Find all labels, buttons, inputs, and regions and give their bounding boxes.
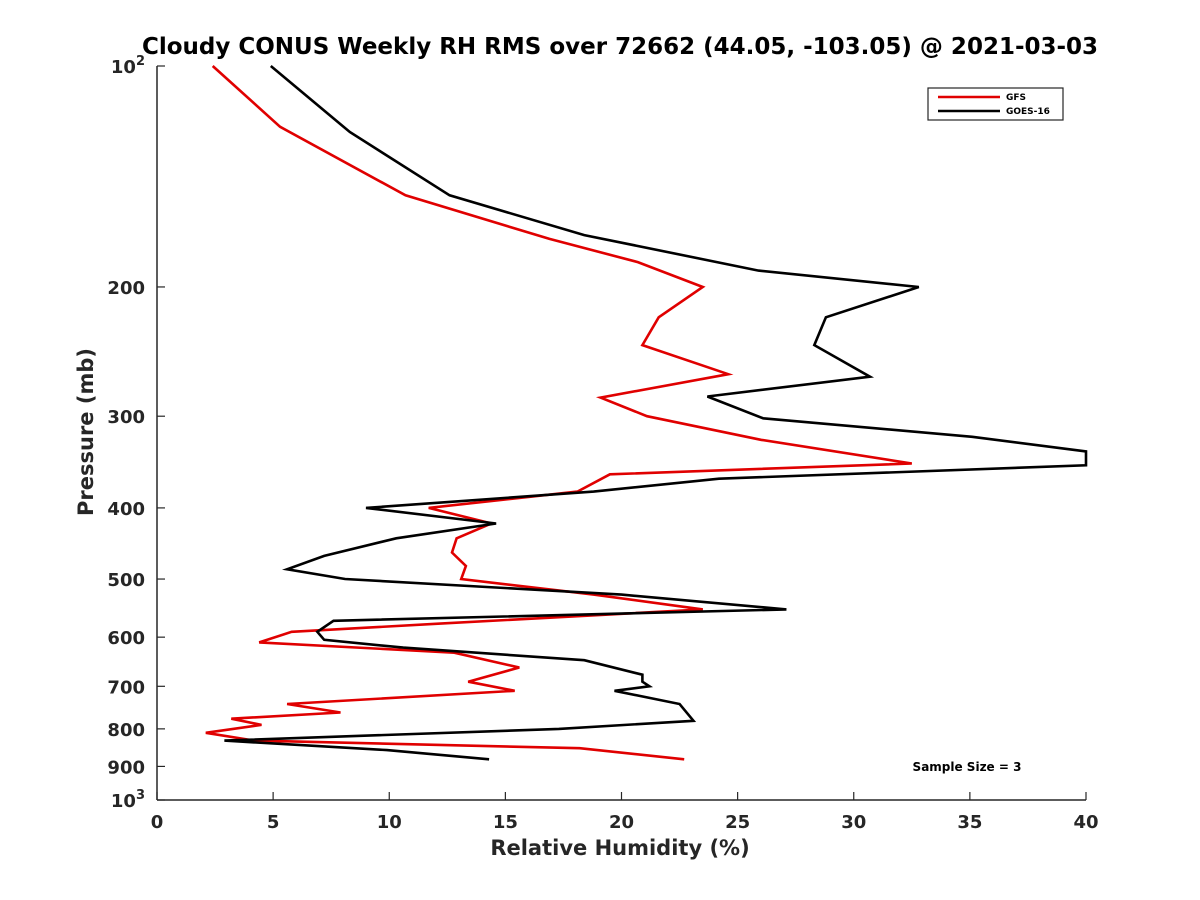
y-tick-label: 800: [107, 720, 145, 741]
x-tick-label: 35: [957, 812, 982, 833]
y-tick-label: 700: [107, 677, 145, 698]
y-tick-label: 103: [111, 788, 145, 812]
chart-title: Cloudy CONUS Weekly RH RMS over 72662 (4…: [142, 34, 1098, 60]
x-axis-label: Relative Humidity (%): [490, 836, 749, 860]
x-tick-label: 5: [267, 812, 280, 833]
x-tick-label: 0: [151, 812, 164, 833]
y-tick-label: 200: [107, 278, 145, 299]
x-tick-label: 20: [609, 812, 634, 833]
series-line-goes-16: [224, 65, 1088, 761]
legend-label: GOES-16: [1006, 107, 1050, 117]
x-tick-label: 25: [725, 812, 750, 833]
y-tick-label: 400: [107, 499, 145, 520]
series-line-gfs: [205, 65, 913, 761]
plot-lines: [205, 65, 1088, 761]
y-axis-label: Pressure (mb): [74, 348, 98, 516]
y-tick-label: 600: [107, 628, 145, 649]
ticks: 0 5 10 15 20 25 30 35 40 102 200 300 400 500 600 700 800…: [107, 54, 1098, 833]
legend-box: [927, 87, 1064, 121]
legend: GFS GOES-16: [927, 87, 1064, 121]
y-tick-label: 102: [111, 54, 145, 78]
x-tick-label: 30: [841, 812, 866, 833]
y-tick-label: 900: [107, 757, 145, 778]
x-tick-label: 10: [377, 812, 402, 833]
x-tick-label: 15: [493, 812, 518, 833]
y-tick-label: 500: [107, 570, 145, 591]
sample-size-annotation: Sample Size = 3: [913, 760, 1022, 774]
y-tick-label: 300: [107, 407, 145, 428]
x-tick-label: 40: [1073, 812, 1098, 833]
legend-label: GFS: [1006, 93, 1026, 103]
